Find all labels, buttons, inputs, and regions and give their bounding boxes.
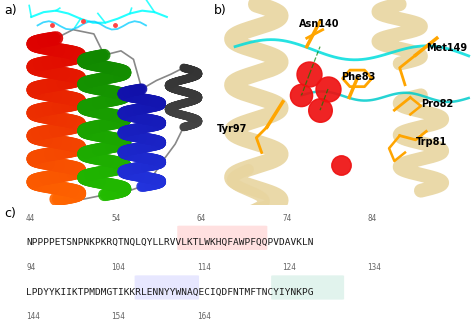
Text: 64: 64 bbox=[197, 213, 206, 222]
Text: 154: 154 bbox=[111, 312, 125, 321]
Text: 74: 74 bbox=[282, 213, 292, 222]
Text: c): c) bbox=[5, 207, 17, 220]
FancyBboxPatch shape bbox=[177, 226, 267, 250]
Text: Pro82: Pro82 bbox=[421, 99, 453, 109]
Text: 144: 144 bbox=[26, 312, 40, 321]
Text: a): a) bbox=[4, 4, 17, 17]
Text: 94: 94 bbox=[26, 263, 36, 272]
Text: LPDYYKIIKTPMDMGTIKKRLENNYYWNAQECIQDFNTMFTNCYIYNKPG: LPDYYKIIKTPMDMGTIKKRLENNYYWNAQECIQDFNTMF… bbox=[26, 288, 314, 297]
Text: Tyr97: Tyr97 bbox=[217, 124, 247, 134]
Text: 84: 84 bbox=[367, 213, 377, 222]
FancyBboxPatch shape bbox=[271, 275, 344, 299]
Text: 44: 44 bbox=[26, 213, 36, 222]
Text: 124: 124 bbox=[282, 263, 296, 272]
Text: b): b) bbox=[214, 4, 227, 17]
Text: Met149: Met149 bbox=[426, 43, 467, 53]
Text: Trp81: Trp81 bbox=[416, 137, 447, 147]
Text: 54: 54 bbox=[111, 213, 121, 222]
Text: NPPPPETSNPNKPKRQTNQLQYLLRVVLKTLWKHQFAWPFQQPVDAVKLN: NPPPPETSNPNKPKRQTNQLQYLLRVVLKTLWKHQFAWPF… bbox=[26, 238, 314, 247]
FancyBboxPatch shape bbox=[135, 275, 199, 299]
Text: Phe83: Phe83 bbox=[341, 72, 376, 82]
Text: Asn140: Asn140 bbox=[299, 19, 339, 29]
Text: 114: 114 bbox=[197, 263, 210, 272]
Text: 164: 164 bbox=[197, 312, 210, 321]
Text: 104: 104 bbox=[111, 263, 125, 272]
Text: 134: 134 bbox=[367, 263, 381, 272]
